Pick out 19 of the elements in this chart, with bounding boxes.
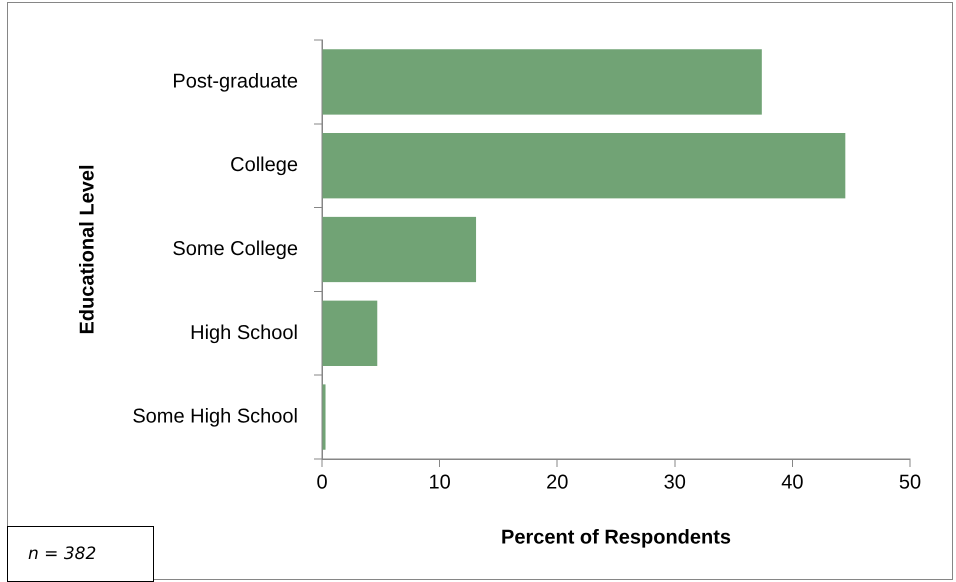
y-tick-label: Post-graduate — [172, 70, 298, 92]
y-axis-title: Educational Level — [76, 164, 99, 335]
x-tick-label: 20 — [546, 472, 568, 494]
x-tick-label: 40 — [781, 472, 804, 494]
x-tick-label: 50 — [898, 472, 922, 494]
bar — [322, 300, 378, 366]
x-axis-title: Percent of Respondents — [500, 526, 732, 549]
bar — [322, 384, 326, 450]
x-tick-label: 0 — [316, 472, 328, 494]
bar — [322, 133, 846, 198]
y-tick-label: Some College — [172, 238, 298, 260]
bar — [322, 49, 762, 115]
y-tick-label: High School — [190, 322, 298, 344]
y-tick-label: Some High School — [132, 406, 298, 428]
bar — [322, 216, 476, 282]
x-tick-label: 10 — [428, 472, 451, 494]
y-tick-label: College — [230, 154, 298, 176]
x-tick-label: 30 — [664, 472, 686, 494]
text: n = 382 — [7, 526, 154, 582]
